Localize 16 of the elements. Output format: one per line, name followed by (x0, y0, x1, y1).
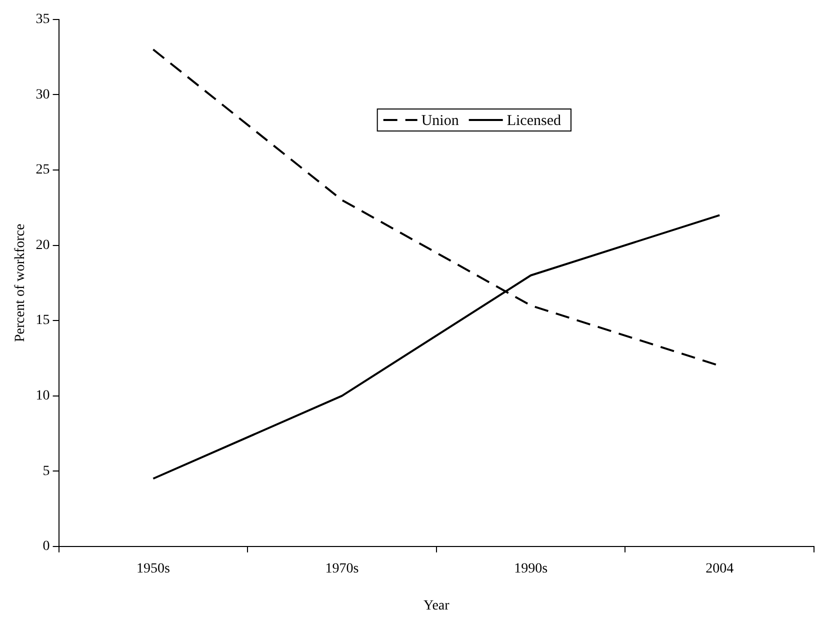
x-tick-label: 1950s (136, 561, 170, 576)
x-axis-title: Year (423, 598, 450, 614)
legend-label: Licensed (506, 112, 562, 129)
y-tick-label: 20 (36, 238, 50, 253)
x-tick-label: 1990s (514, 561, 548, 576)
y-tick-label: 30 (36, 87, 50, 102)
x-tick-label: 1970s (325, 561, 359, 576)
y-tick-label: 5 (42, 464, 50, 479)
y-tick-label: 25 (36, 162, 50, 178)
x-tick-label: 2004 (706, 561, 734, 576)
y-tick-label: 10 (36, 388, 50, 404)
legend-label: Union (421, 112, 460, 129)
y-tick-label: 15 (36, 313, 50, 328)
y-axis-title: Percent of workforce (13, 224, 28, 342)
y-tick-label: 0 (42, 539, 50, 554)
y-tick-label: 35 (36, 12, 50, 28)
